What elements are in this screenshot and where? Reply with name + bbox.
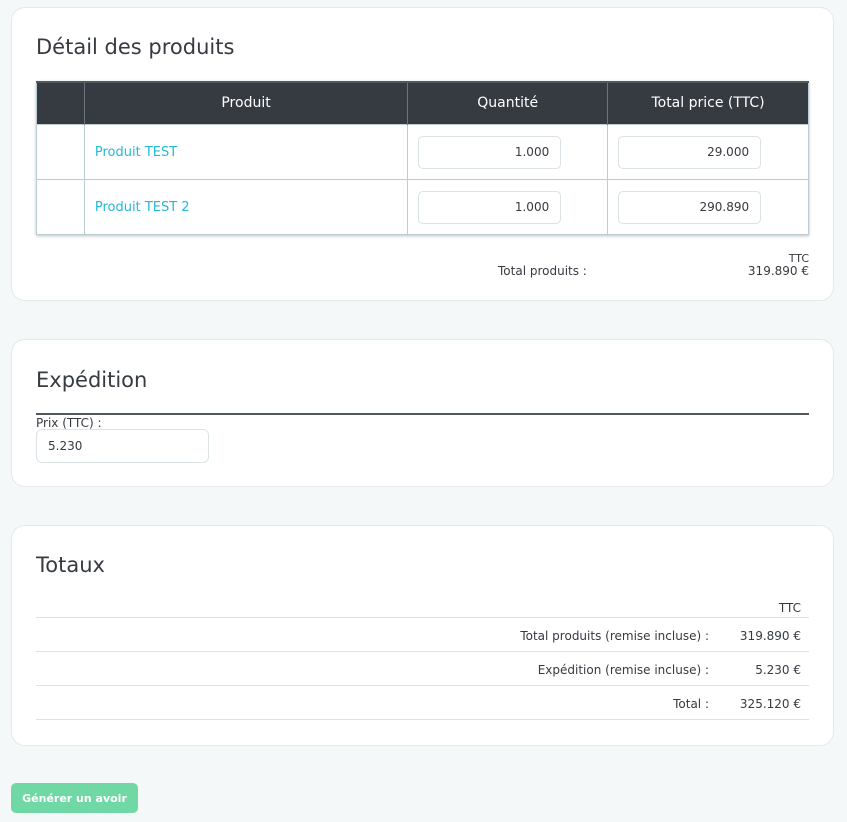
totals-title: Totaux	[36, 553, 105, 577]
products-total-label: Total produits :	[498, 264, 587, 278]
table-row: Produit TEST 2	[36, 179, 809, 235]
list-item: Total : 325.120 €	[36, 686, 809, 720]
product-link[interactable]: Produit TEST	[94, 144, 178, 160]
quantity-cell	[407, 124, 608, 180]
row-blank-cell	[36, 179, 85, 235]
totals-row-label: Expédition (remise incluse) :	[537, 663, 709, 677]
list-item: Total produits (remise incluse) : 319.89…	[36, 618, 809, 652]
list-item: Expédition (remise incluse) : 5.230 €	[36, 652, 809, 686]
shipping-divider	[36, 413, 809, 415]
product-name-cell: Produit TEST 2	[83, 179, 408, 235]
products-total-value: 319.890 €	[747, 264, 809, 278]
quantity-input[interactable]	[418, 135, 562, 169]
products-title: Détail des produits	[36, 35, 235, 59]
shipping-price-label: Prix (TTC) :	[36, 416, 102, 430]
shipping-panel: Expédition Prix (TTC) :	[11, 339, 834, 487]
quantity-cell	[407, 179, 608, 235]
generate-credit-slip-button[interactable]: Générer un avoir	[11, 783, 138, 813]
total-price-input[interactable]	[618, 190, 762, 224]
shipping-title: Expédition	[36, 368, 148, 392]
product-link[interactable]: Produit TEST 2	[94, 199, 190, 215]
table-top-rule	[36, 81, 809, 83]
product-name-cell: Produit TEST	[83, 124, 408, 180]
total-price-input[interactable]	[618, 135, 762, 169]
totals-row-label: Total :	[673, 697, 709, 711]
totals-row-label: Total produits (remise incluse) :	[520, 629, 709, 643]
products-table: Produit Quantité Total price (TTC) Produ…	[36, 81, 809, 235]
products-header-row: Produit Quantité Total price (TTC)	[36, 81, 809, 125]
header-total-price: Total price (TTC)	[607, 81, 809, 125]
totals-ttc-label: TTC	[778, 601, 801, 615]
totals-row-value: 5.230 €	[755, 663, 801, 677]
totals-header-row: TTC	[36, 584, 809, 618]
totals-row-value: 319.890 €	[739, 629, 801, 643]
header-product: Produit	[83, 81, 408, 125]
totals-panel: Totaux TTC Total produits (remise inclus…	[11, 525, 834, 746]
header-quantity: Quantité	[407, 81, 608, 125]
products-panel: Détail des produits Produit Quantité Tot…	[11, 7, 834, 301]
total-cell	[607, 179, 809, 235]
totals-row-value: 325.120 €	[739, 697, 801, 711]
header-blank	[36, 81, 85, 125]
table-row: Produit TEST	[36, 124, 809, 180]
total-cell	[607, 124, 809, 180]
products-ttc-label: TTC	[788, 252, 809, 265]
quantity-input[interactable]	[418, 190, 562, 224]
shipping-price-input[interactable]	[36, 429, 209, 463]
row-blank-cell	[36, 124, 85, 180]
